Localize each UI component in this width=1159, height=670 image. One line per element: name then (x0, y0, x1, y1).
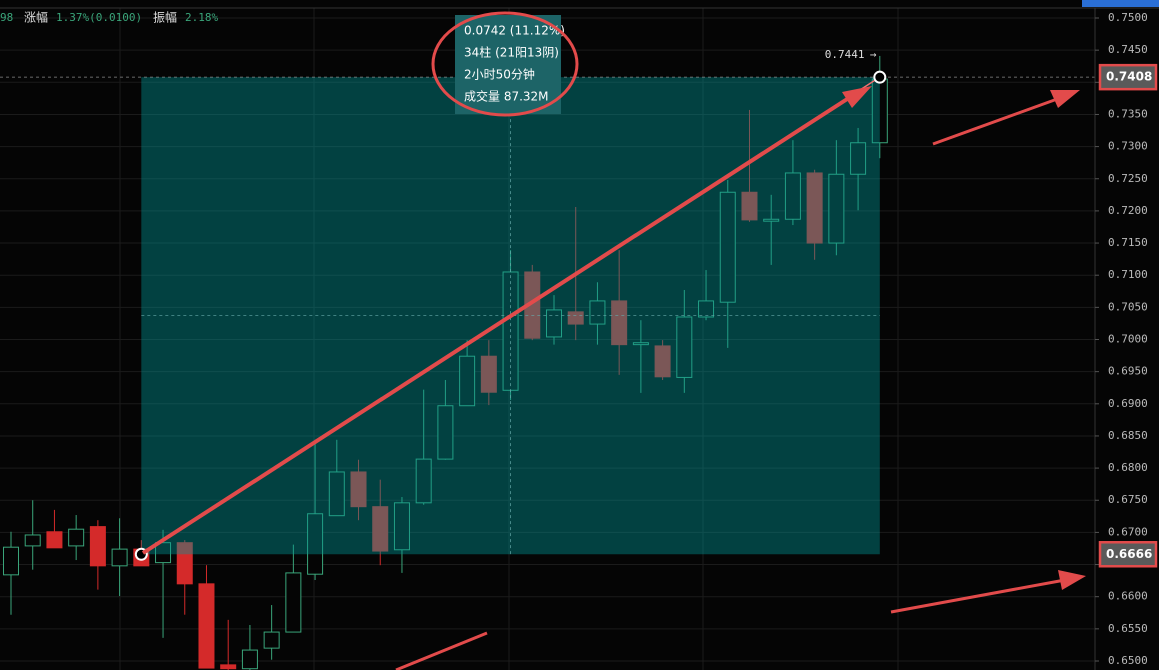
price-tag (1098, 541, 1158, 568)
candle-body (285, 572, 302, 633)
candle-body (3, 546, 19, 576)
candle-body (459, 355, 476, 407)
y-tick-label: 0.6950 (1108, 365, 1148, 378)
tooltip-text: 成交量 87.32M (464, 89, 549, 104)
y-tick-label: 0.7100 (1108, 268, 1148, 281)
candle-body (372, 506, 389, 552)
candle-body (741, 191, 758, 221)
y-tick-label: 0.6700 (1108, 525, 1148, 538)
y-tick-label: 0.6900 (1108, 397, 1148, 410)
status-label: 涨幅 (24, 10, 48, 25)
y-tick-label: 0.7300 (1108, 140, 1148, 153)
annotations (141, 11, 1086, 670)
tooltip-box (455, 15, 561, 114)
tooltip-text: 2小时50分钟 (464, 67, 535, 82)
candle-body (828, 173, 845, 244)
arrowhead (842, 86, 872, 108)
high-label: 0.7441 (825, 48, 865, 61)
tooltip-text: 34柱 (21阳13阴) (464, 45, 559, 60)
price-tag-label: 0.6666 (1106, 547, 1152, 561)
tooltip: 0.0742 (11.12%) 34柱 (21阳13阴) 2小时50分钟 成交量… (455, 15, 565, 114)
y-tick-label: 0.7000 (1108, 333, 1148, 346)
candle-body (328, 471, 345, 517)
y-tick-label: 0.6850 (1108, 429, 1148, 442)
candle-body (393, 502, 410, 551)
y-tick-label: 0.7350 (1108, 107, 1148, 120)
annotation-arrow (395, 631, 488, 670)
candle-body (437, 405, 454, 460)
candle-body (241, 649, 258, 670)
y-tick-label: 0.7150 (1108, 236, 1148, 249)
anchor (873, 70, 887, 84)
candle-body (611, 300, 628, 346)
annotation-arrow (890, 578, 1066, 614)
annotation-arrow (141, 92, 857, 555)
y-tick-label: 0.7250 (1108, 172, 1148, 185)
candle-body (263, 631, 280, 649)
candle-body (198, 583, 215, 669)
y-tick-label: 0.6600 (1108, 590, 1148, 603)
candle-body (307, 513, 324, 575)
highlight-ellipse (431, 11, 579, 117)
candle-body (415, 458, 432, 504)
tooltip-text: 0.0742 (11.12%) (464, 24, 565, 38)
status-value: 2.18% (185, 11, 218, 24)
y-tick-label: 0.6500 (1108, 654, 1148, 667)
candle-body (806, 172, 823, 244)
candle-body (89, 526, 106, 567)
candle-body (220, 664, 237, 670)
candle-body (589, 300, 606, 325)
candle-body (719, 191, 736, 303)
status-label: 振幅 (153, 10, 177, 25)
candle-body (654, 345, 671, 378)
price-tag (1098, 63, 1158, 91)
y-tick-label: 0.7200 (1108, 204, 1148, 217)
status-bar: 98 涨幅 1.37%(0.0100) 振幅 2.18% (0, 10, 218, 25)
candle-body (632, 342, 649, 346)
price-tag-label: 0.7408 (1106, 70, 1152, 84)
scroll-indicator (1082, 0, 1159, 7)
annotation-arrow (932, 96, 1061, 146)
y-tick-label: 0.6550 (1108, 622, 1148, 635)
candle-body (68, 528, 85, 547)
candle-body (546, 309, 562, 338)
candle-body (567, 311, 584, 325)
candle-body (176, 542, 193, 585)
high-arrow: → (870, 48, 877, 61)
candle-body (784, 172, 801, 220)
y-tick-label: 0.6800 (1108, 461, 1148, 474)
y-axis: 0.65000.65500.66000.66500.67000.67500.68… (1094, 8, 1159, 670)
candle-body (480, 355, 497, 393)
y-tick-label: 0.7500 (1108, 11, 1148, 24)
arrowhead (1058, 570, 1086, 590)
y-tick-label: 0.7050 (1108, 300, 1148, 313)
arrowhead (1050, 90, 1080, 108)
y-tick-label: 0.6750 (1108, 493, 1148, 506)
y-tick-label: 0.7450 (1108, 43, 1148, 56)
candle-body (698, 300, 715, 318)
candle-body (676, 316, 693, 378)
status-prefix: 98 (0, 11, 13, 24)
candle-body (850, 142, 867, 175)
status-value: 1.37%(0.0100) (56, 11, 142, 24)
candle-body (350, 471, 367, 508)
candle-body (155, 542, 172, 564)
candle-body (46, 531, 63, 549)
candle-body (763, 218, 780, 222)
candle-body (24, 534, 41, 547)
candle-body (111, 548, 128, 567)
